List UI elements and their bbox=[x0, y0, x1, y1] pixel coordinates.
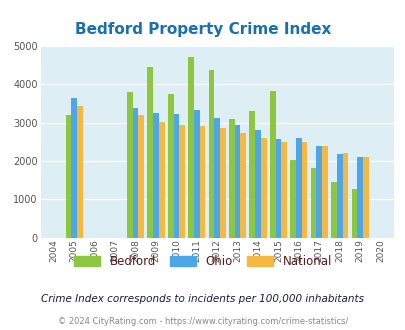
Bar bbox=[158, 122, 164, 238]
Legend: Bedford, Ohio, National: Bedford, Ohio, National bbox=[69, 250, 336, 273]
Bar bbox=[249, 111, 255, 238]
Bar bbox=[356, 157, 362, 238]
Bar bbox=[228, 119, 234, 238]
Bar bbox=[336, 154, 342, 238]
Bar bbox=[132, 108, 138, 238]
Bar bbox=[220, 128, 225, 238]
Bar bbox=[173, 114, 179, 238]
Bar bbox=[330, 182, 336, 238]
Bar bbox=[260, 139, 266, 238]
Bar bbox=[194, 110, 199, 238]
Bar bbox=[66, 115, 71, 238]
Text: Bedford Property Crime Index: Bedford Property Crime Index bbox=[75, 22, 330, 37]
Bar bbox=[234, 125, 240, 238]
Bar bbox=[351, 189, 356, 238]
Bar bbox=[290, 160, 295, 238]
Bar bbox=[321, 146, 327, 238]
Bar bbox=[77, 106, 83, 238]
Bar bbox=[281, 142, 286, 238]
Bar bbox=[269, 91, 275, 238]
Bar bbox=[127, 92, 132, 238]
Bar bbox=[362, 157, 368, 238]
Text: © 2024 CityRating.com - https://www.cityrating.com/crime-statistics/: © 2024 CityRating.com - https://www.city… bbox=[58, 317, 347, 326]
Bar bbox=[138, 115, 144, 238]
Bar bbox=[301, 142, 307, 238]
Bar bbox=[240, 133, 245, 238]
Bar bbox=[214, 118, 220, 238]
Bar bbox=[147, 67, 153, 238]
Bar bbox=[199, 126, 205, 238]
Bar bbox=[275, 139, 281, 238]
Bar bbox=[255, 130, 260, 238]
Bar bbox=[315, 146, 321, 238]
Bar bbox=[295, 139, 301, 238]
Bar bbox=[310, 168, 315, 238]
Bar bbox=[153, 113, 158, 238]
Bar bbox=[179, 125, 185, 238]
Bar bbox=[342, 153, 347, 238]
Bar bbox=[167, 94, 173, 238]
Bar bbox=[71, 98, 77, 238]
Bar bbox=[188, 57, 194, 238]
Bar bbox=[208, 70, 214, 238]
Text: Crime Index corresponds to incidents per 100,000 inhabitants: Crime Index corresponds to incidents per… bbox=[41, 294, 364, 304]
